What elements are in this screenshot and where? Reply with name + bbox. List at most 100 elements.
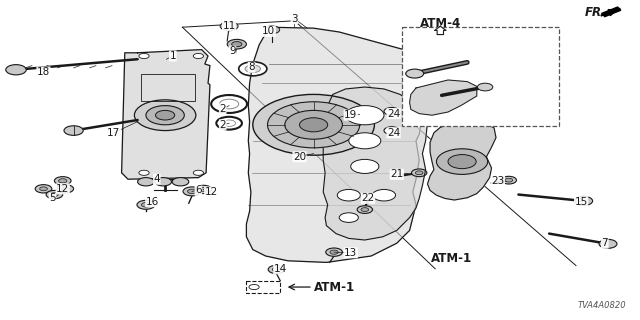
Circle shape [220,22,238,31]
Circle shape [415,171,423,175]
Bar [141,74,195,101]
Circle shape [599,239,617,248]
Text: 21: 21 [390,169,403,180]
Text: 2: 2 [220,104,226,114]
Circle shape [326,248,342,256]
Circle shape [138,178,154,186]
Circle shape [216,117,242,130]
Circle shape [384,108,399,115]
Circle shape [146,106,184,125]
Circle shape [412,169,427,177]
Text: 12: 12 [56,184,69,194]
Circle shape [155,178,172,186]
Text: 12: 12 [205,187,218,197]
Text: TVA4A0820: TVA4A0820 [577,301,626,310]
Circle shape [46,190,63,199]
Circle shape [40,187,47,191]
Circle shape [347,108,372,121]
Text: 11: 11 [223,20,236,31]
Circle shape [239,62,267,76]
Text: 16: 16 [146,196,159,207]
Circle shape [372,189,396,201]
Text: 8: 8 [248,62,255,72]
Text: 6: 6 [195,185,202,196]
Text: 17: 17 [108,128,120,138]
Text: 20: 20 [293,152,306,162]
Circle shape [35,185,52,193]
Text: 3: 3 [291,13,298,24]
Circle shape [57,185,74,193]
Polygon shape [246,27,426,262]
Text: 1: 1 [170,51,176,61]
Circle shape [253,94,374,155]
Polygon shape [122,50,210,179]
Circle shape [59,179,67,183]
Polygon shape [602,7,621,17]
Circle shape [330,250,339,254]
Circle shape [477,83,493,91]
Circle shape [134,100,196,131]
Circle shape [139,170,149,175]
Circle shape [172,178,189,186]
Circle shape [339,213,358,222]
Bar [246,281,280,293]
Circle shape [351,159,379,173]
Circle shape [61,187,69,191]
Text: ATM-4: ATM-4 [420,17,461,29]
Polygon shape [428,122,496,200]
Circle shape [448,155,476,169]
Polygon shape [323,87,428,240]
Circle shape [249,284,259,290]
Circle shape [211,95,247,113]
Text: ATM-1: ATM-1 [431,252,472,265]
Circle shape [193,53,204,59]
Circle shape [6,65,26,75]
Circle shape [436,149,488,174]
Circle shape [300,118,328,132]
Circle shape [51,193,58,196]
Circle shape [357,206,372,213]
Circle shape [361,208,369,212]
Polygon shape [410,80,477,115]
Text: 22: 22 [362,193,374,204]
Circle shape [268,265,285,274]
Bar [402,27,559,126]
Circle shape [156,110,175,120]
Text: 14: 14 [274,264,287,274]
Circle shape [273,268,281,271]
Circle shape [575,196,593,205]
Text: 15: 15 [575,196,588,207]
Circle shape [406,69,424,78]
Circle shape [54,177,71,185]
Text: 10: 10 [262,26,275,36]
Circle shape [264,26,280,34]
Text: ATM-1: ATM-1 [314,281,355,293]
Circle shape [227,39,246,49]
Text: FR.: FR. [584,6,606,19]
Text: 24: 24 [387,128,400,138]
Text: 24: 24 [387,108,400,119]
Circle shape [188,189,196,194]
Circle shape [141,203,150,207]
Text: 4: 4 [154,174,160,184]
Circle shape [268,102,360,148]
Circle shape [501,176,516,184]
Text: 7: 7 [602,238,608,248]
Text: 19: 19 [344,110,357,120]
Circle shape [193,170,204,175]
Circle shape [183,187,201,196]
Circle shape [139,53,149,59]
Circle shape [220,99,239,109]
Circle shape [353,111,366,118]
Circle shape [232,42,242,47]
Circle shape [346,106,384,125]
Circle shape [223,120,236,126]
Circle shape [337,189,360,201]
Circle shape [137,200,155,209]
Polygon shape [435,26,446,35]
Text: 5: 5 [49,193,56,204]
Text: 9: 9 [229,46,236,56]
Text: 2: 2 [220,120,226,130]
Text: 13: 13 [344,248,357,258]
Circle shape [285,110,342,139]
